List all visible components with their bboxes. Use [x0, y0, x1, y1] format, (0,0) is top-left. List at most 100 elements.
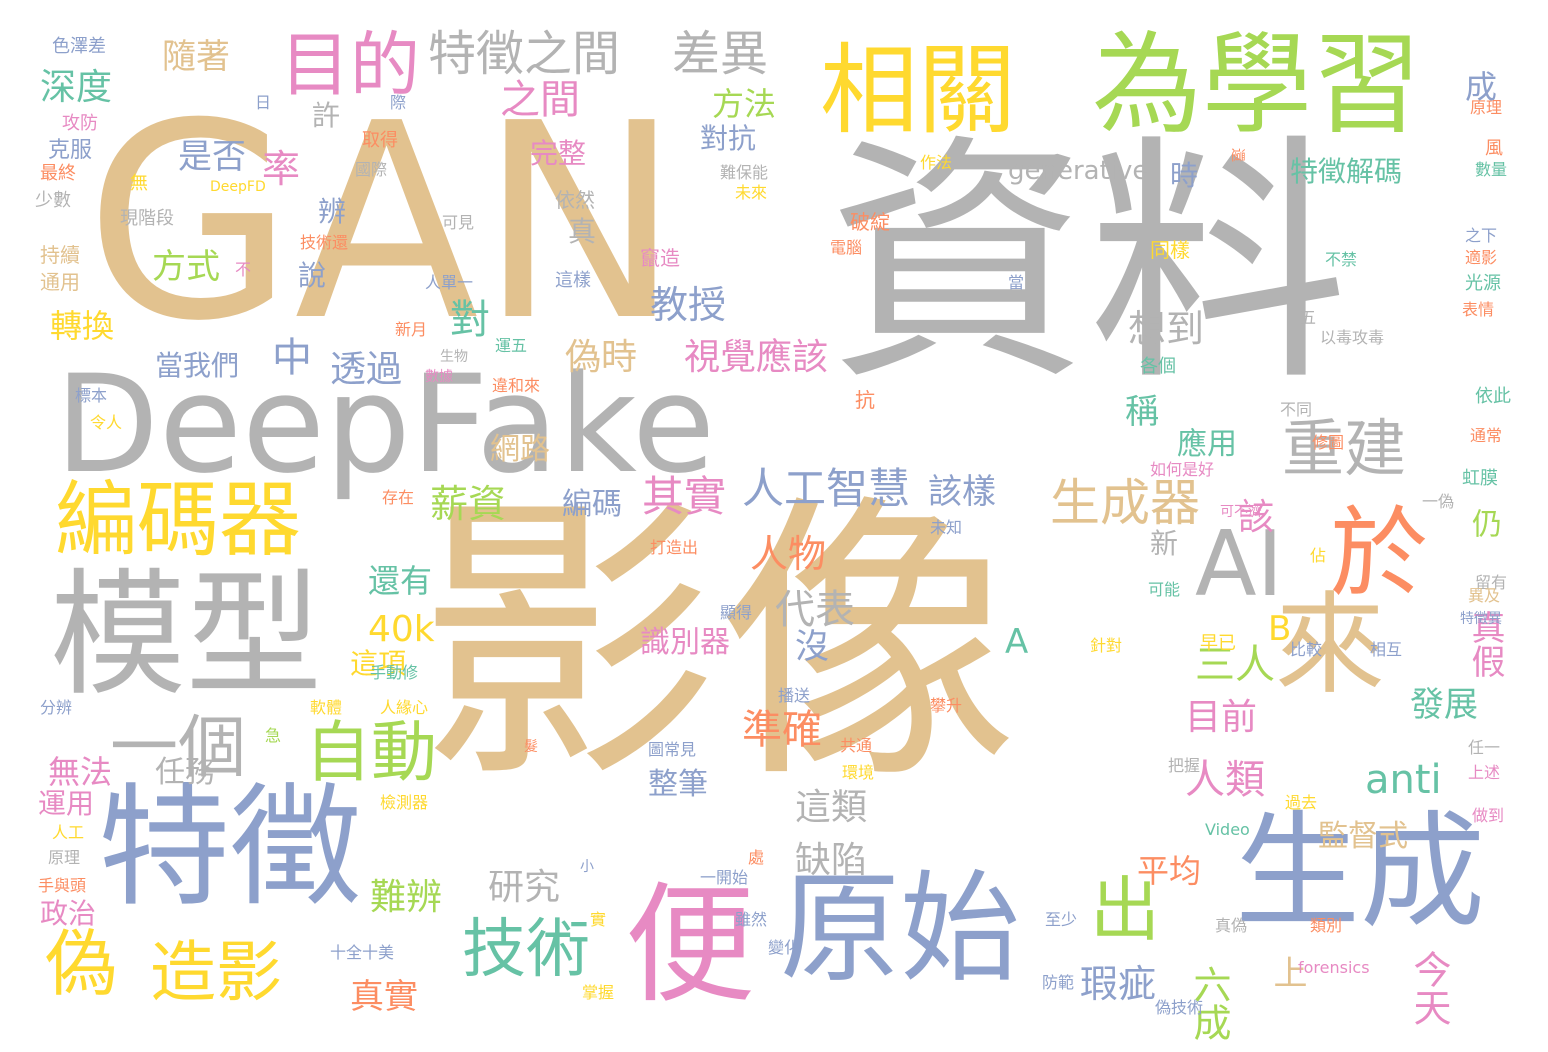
cloud-word-178: 掌握	[582, 983, 615, 1002]
cloud-word-188: 適影	[1465, 248, 1498, 267]
cloud-word-155: 播送	[778, 686, 811, 705]
cloud-word-144: 佔	[1310, 546, 1327, 565]
cloud-word-121: 作法	[920, 153, 953, 172]
cloud-word-47: 對	[450, 297, 490, 343]
cloud-word-27: 人工智慧	[742, 464, 911, 513]
cloud-word-109: 現階段	[120, 208, 174, 229]
cloud-word-62: 代表	[775, 587, 855, 633]
cloud-word-21: 偽	[45, 922, 118, 1006]
cloud-word-a: A	[1005, 622, 1029, 662]
cloud-word-100: 少數	[35, 190, 71, 211]
cloud-word-5: 為學習	[1092, 21, 1422, 149]
cloud-word-38: 對抗	[700, 122, 757, 155]
cloud-word-8: 特徵	[98, 771, 362, 925]
cloud-word-129: 五	[1300, 308, 1317, 327]
cloud-word-95: 轉換	[50, 307, 115, 345]
cloud-word-133: 標本	[75, 386, 108, 405]
cloud-word-71: 三人	[1195, 642, 1275, 688]
cloud-word-60: 該	[1238, 497, 1275, 538]
cloud-word-48: 中	[272, 335, 312, 381]
cloud-word-151: 人緣心	[380, 698, 429, 717]
cloud-word-176: 變化	[768, 938, 801, 957]
cloud-word-112: 依然	[555, 188, 595, 212]
cloud-word-66: 新	[1150, 527, 1179, 560]
cloud-word-99: 最終	[40, 163, 76, 184]
cloud-word-149: 比較	[1290, 640, 1323, 659]
cloud-word-183: 數量	[1475, 160, 1508, 179]
cloud-word-105: 取得	[362, 130, 398, 151]
cloud-word-52: 視覺應該	[684, 337, 829, 378]
cloud-word-159: 圖常見	[648, 740, 697, 759]
cloud-word-103: 日	[255, 93, 272, 112]
cloud-word-154: 急	[265, 726, 282, 745]
cloud-word-39: 完整	[530, 137, 587, 170]
cloud-word-19: 重建	[1282, 412, 1407, 485]
cloud-word-55: 稱	[1125, 392, 1159, 432]
cloud-word-50: 當我們	[155, 349, 240, 382]
cloud-word-54: 網路	[490, 432, 550, 467]
cloud-word-177: 實	[590, 910, 607, 929]
cloud-word-194: 留有	[1475, 573, 1508, 592]
cloud-word-168: 處	[748, 848, 765, 867]
cloud-word-b: B	[1268, 609, 1292, 649]
cloud-word-29: 深度	[40, 67, 113, 108]
cloud-word-111: 不	[235, 260, 252, 279]
cloud-word-186: 之下	[1465, 226, 1498, 245]
cloud-word-184: 還	[1229, 148, 1245, 162]
cloud-word-57: 該樣	[928, 472, 996, 512]
cloud-word-deepfd: DeepFD	[210, 179, 266, 195]
cloud-word-81: 運用	[38, 787, 95, 820]
cloud-word-37: 許	[312, 99, 341, 132]
cloud-word-88: 平均	[1137, 852, 1202, 890]
cloud-word-36: 說	[298, 259, 327, 292]
cloud-word-187: 不禁	[1325, 250, 1358, 269]
cloud-word-17: 一個	[110, 709, 247, 788]
cloud-word-160: 把握	[1168, 756, 1201, 775]
cloud-word-93: 上	[1267, 955, 1307, 989]
cloud-word-167: 小	[580, 859, 594, 875]
cloud-word-anti: anti	[1365, 757, 1442, 803]
cloud-word-41: 真	[568, 215, 597, 248]
cloud-word-87: 監督式	[1318, 819, 1408, 854]
cloud-word-86: 難辨	[370, 877, 443, 918]
cloud-word-79: 無法	[48, 753, 113, 791]
cloud-word-153: 軟體	[310, 698, 343, 717]
cloud-word-197: 任一	[1468, 738, 1501, 757]
cloud-word-44: 特徵解碼	[1290, 155, 1403, 188]
cloud-word-32: 方法	[712, 85, 777, 123]
cloud-word-56: 應用	[1177, 427, 1237, 462]
cloud-word-91: 瑕疵	[1080, 962, 1157, 1006]
cloud-word-120: 竄造	[640, 246, 680, 270]
cloud-word-65: 這項	[350, 647, 407, 680]
cloud-word-124: 新月	[395, 320, 428, 339]
cloud-word-74: 發展	[1410, 685, 1478, 725]
cloud-word-117: 未來	[735, 183, 768, 202]
cloud-word-gan: GAN	[85, 65, 681, 380]
cloud-word-169: 一開始	[700, 868, 749, 887]
cloud-word-67: 仍	[1466, 508, 1501, 538]
cloud-word-9: 原始	[780, 860, 1020, 999]
cloud-word-119: 電腦	[830, 238, 863, 257]
cloud-word-33: 是否	[178, 137, 246, 177]
cloud-word-191: 依此	[1475, 386, 1511, 407]
cloud-word-130: 以毒攻毒	[1320, 328, 1385, 347]
cloud-word-2: 資料	[828, 114, 1348, 416]
cloud-word-115: 這樣	[555, 270, 591, 291]
cloud-word-196: 特徵異	[1460, 611, 1502, 627]
cloud-word-195: 異及	[1468, 586, 1501, 605]
cloud-word-175: 十全十美	[330, 943, 395, 962]
cloud-word-94: 今天	[1407, 950, 1451, 1026]
cloud-word-40: 辨	[318, 195, 347, 228]
cloud-word-110: 技術還	[300, 233, 349, 252]
cloud-word-192: 通常	[1470, 426, 1503, 445]
cloud-word-152: 分辨	[40, 698, 73, 717]
cloud-word-35: 方式	[152, 247, 220, 287]
cloud-word-13: 來	[1275, 581, 1385, 709]
cloud-word-180: 防範	[1042, 973, 1075, 992]
cloud-word-59: 編碼	[562, 487, 622, 522]
cloud-word-146: 針對	[1090, 636, 1123, 655]
cloud-word-61: 人物	[750, 532, 827, 576]
cloud-word-147: 手動修	[370, 663, 419, 682]
cloud-word-20: 出	[1090, 869, 1160, 951]
